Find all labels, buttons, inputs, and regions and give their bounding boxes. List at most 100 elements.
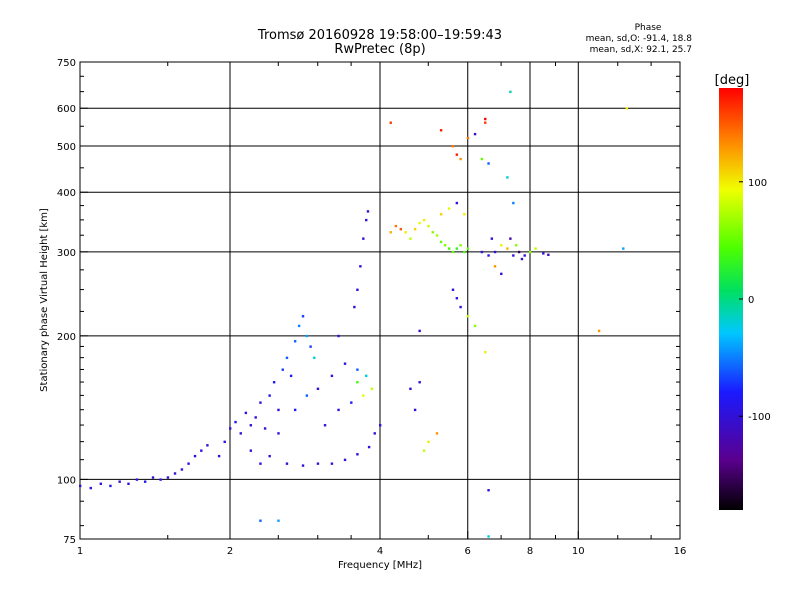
data-point [506, 247, 509, 250]
data-point [289, 374, 293, 378]
chart-subtitle: RwPretec (8p) [334, 42, 425, 57]
data-point [399, 227, 403, 231]
data-point [418, 221, 421, 225]
data-point [455, 153, 459, 156]
data-point [337, 334, 340, 338]
data-point [206, 444, 209, 447]
chart-title: Tromsø 20160928 19:58:00–19:59:43 [257, 28, 502, 43]
data-point [435, 234, 439, 237]
y-tick-label: 400 [57, 188, 76, 199]
data-point [353, 305, 356, 309]
data-point [301, 315, 305, 318]
data-point [493, 265, 497, 268]
data-point [173, 472, 177, 475]
data-point [330, 462, 334, 465]
data-point [439, 213, 443, 216]
data-point [389, 121, 392, 124]
data-point [447, 207, 451, 210]
data-point [509, 237, 512, 240]
data-point [366, 210, 370, 213]
data-point [323, 424, 327, 427]
data-point [542, 252, 545, 255]
data-point [365, 218, 368, 222]
x-axis-ticks: 1 2 4 6 8 10 16 [77, 62, 686, 557]
data-point [484, 350, 487, 354]
data-point [180, 468, 184, 471]
data-point [259, 462, 262, 465]
data-point [515, 244, 518, 247]
data-point [459, 244, 462, 247]
data-point [373, 432, 376, 435]
data-point [422, 449, 426, 452]
data-point [89, 486, 92, 490]
data-point [217, 454, 221, 458]
data-point [473, 132, 477, 136]
data-point [293, 340, 297, 343]
data-point [509, 90, 512, 94]
data-point [427, 224, 430, 228]
data-point [268, 454, 271, 458]
data-point [435, 432, 439, 435]
colorbar-label: [deg] [715, 73, 750, 88]
data-point [500, 244, 503, 247]
data-point [443, 244, 447, 247]
data-point [350, 401, 353, 404]
data-point [356, 381, 359, 384]
data-point [512, 201, 515, 205]
x-tick-label: 10 [572, 546, 585, 557]
data-point [79, 484, 82, 488]
data-point [316, 462, 320, 465]
data-point [263, 427, 267, 430]
data-point [272, 381, 276, 384]
data-point [135, 478, 139, 481]
phase-info-title: Phase [635, 23, 662, 33]
data-point [455, 297, 459, 300]
data-point [413, 227, 417, 231]
data-point [512, 254, 515, 257]
data-point [506, 176, 509, 179]
data-point [418, 381, 421, 384]
data-point [389, 231, 392, 234]
data-point [473, 324, 477, 328]
data-point [281, 368, 284, 371]
data-point [404, 231, 407, 234]
data-point [463, 250, 466, 254]
data-point [234, 420, 237, 424]
data-point [547, 253, 550, 256]
data-point [418, 329, 421, 333]
data-point [487, 489, 490, 492]
data-point [229, 427, 232, 430]
data-point [193, 454, 197, 458]
data-point [367, 445, 371, 449]
data-point [500, 272, 503, 276]
data-point [362, 237, 365, 240]
data-point [422, 218, 426, 222]
data-point [394, 224, 398, 228]
data-point [362, 394, 365, 397]
y-tick-label: 750 [57, 58, 76, 69]
data-point [370, 387, 374, 391]
data-point [484, 117, 487, 121]
data-point [99, 482, 103, 485]
data-point [447, 247, 451, 250]
phase-info-o: mean, sd,O: -91.4, 18.8 [586, 34, 693, 44]
x-tick-label: 2 [227, 546, 233, 557]
phase-info-x: mean, sd,X: 92.1, 25.7 [590, 45, 692, 55]
data-point [223, 440, 226, 444]
data-point [597, 329, 601, 333]
data-points [79, 90, 628, 538]
data-point [365, 374, 368, 378]
y-tick-label: 500 [57, 142, 76, 153]
data-point [249, 424, 253, 427]
data-point [159, 478, 162, 481]
data-point [455, 247, 459, 250]
x-tick-label: 1 [77, 546, 83, 557]
data-point [466, 315, 470, 318]
y-tick-label: 100 [57, 475, 76, 486]
colorbar-ticks: 100 0 -100 [739, 178, 771, 423]
data-point [356, 368, 359, 371]
data-point [427, 440, 430, 444]
data-point [277, 432, 280, 435]
data-point [109, 484, 112, 488]
data-point [259, 519, 262, 522]
